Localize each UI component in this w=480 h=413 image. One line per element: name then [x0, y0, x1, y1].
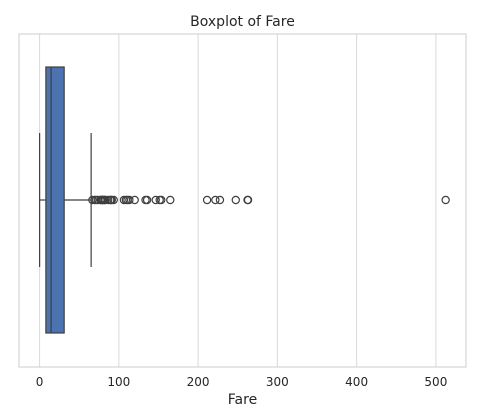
plot-frame	[18, 33, 467, 368]
outlier-point	[441, 195, 450, 205]
outlier-point	[101, 195, 110, 205]
outlier-point	[109, 195, 118, 205]
x-tick-label: 300	[266, 375, 289, 389]
outlier-point	[243, 195, 253, 205]
outlier-point	[125, 195, 134, 205]
outlier-layer	[88, 195, 450, 205]
x-tick-label: 200	[187, 375, 210, 389]
outlier-point	[130, 195, 139, 205]
x-tick-label: 400	[345, 375, 368, 389]
outlier-point	[166, 195, 175, 205]
outlier-point	[215, 195, 225, 205]
chart-title: Boxplot of Fare	[190, 14, 295, 30]
outlier-point	[151, 195, 160, 205]
outlier-point	[211, 195, 220, 205]
x-tick-label: 100	[107, 375, 130, 389]
outlier-point	[231, 195, 240, 205]
iqr-box	[45, 66, 65, 334]
outlier-point	[142, 195, 152, 205]
box-layer	[39, 66, 92, 334]
grid-layer	[39, 34, 437, 367]
tick-layer: 0 100 200 300 400 500	[36, 375, 448, 389]
x-tick-label: 0	[36, 375, 44, 389]
outlier-point	[157, 195, 166, 205]
x-axis-label: Fare	[228, 392, 257, 408]
outlier-point	[202, 195, 212, 205]
x-tick-label: 500	[424, 375, 447, 389]
outlier-point	[88, 195, 97, 205]
